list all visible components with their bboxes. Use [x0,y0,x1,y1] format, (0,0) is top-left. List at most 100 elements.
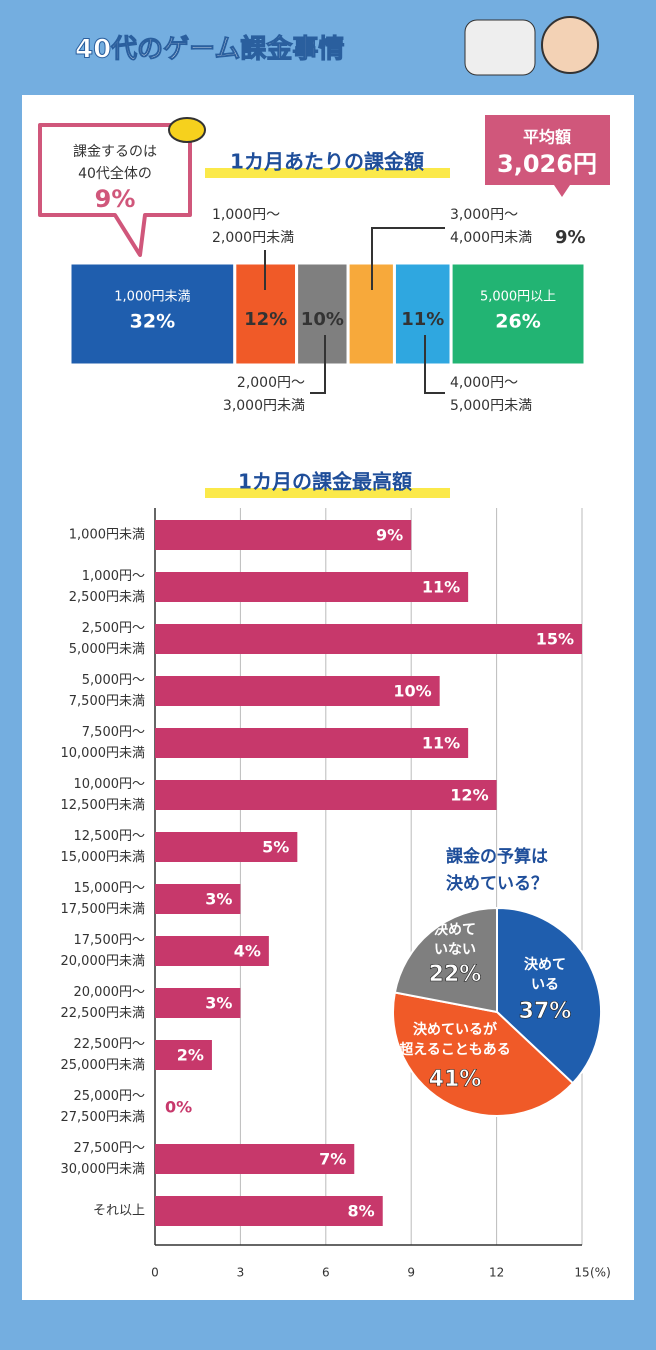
y-tick-label: 25,000円未満 [61,1058,146,1073]
value-label: 11% [422,734,460,753]
y-tick-label: 20,000円～ [74,985,146,1000]
y-tick-label: 1,000円未満 [69,528,145,543]
segment-label: 3,000円未満 [223,398,305,414]
value-label: 3% [205,890,232,909]
leader-line [371,227,445,290]
pie-slice [496,906,602,1085]
callout-value: 9% [95,185,136,213]
callout-line: 40代全体の [78,165,152,182]
y-tick-label: 17,500円未満 [61,902,146,917]
y-tick-label: 22,500円未満 [61,1006,146,1021]
segment-label: 2,000円～ [237,375,305,391]
bar-segment [68,261,237,367]
coin [168,117,206,143]
value-label: 2% [177,1046,204,1065]
value-label: 37% [519,999,572,1024]
bar-segment [449,261,587,367]
x-tick-label: 6 [322,1266,330,1280]
value-label: 5% [262,838,289,857]
x-tick-label: 0 [151,1266,159,1280]
thought-bubble [464,19,536,76]
slice-label: 決めて [434,921,476,938]
value-label: 9% [376,526,403,545]
segment-label: 4,000円未満 [450,230,532,246]
bar [155,884,241,914]
y-tick-label: 7,500円～ [82,725,145,740]
value-label: 3% [205,994,232,1013]
value-label: 4% [234,942,261,961]
value-label: 11% [401,309,444,330]
y-tick-label: 5,000円～ [82,673,145,688]
bar [155,1144,355,1174]
value-label: 8% [348,1202,375,1221]
bar [155,676,440,706]
value-label: 22% [429,962,482,987]
pie-slice [392,991,575,1117]
average-box [485,115,610,197]
title-highlight [205,488,450,498]
slice-label: 決めているが [413,1021,498,1038]
y-tick-label: 27,500円未満 [61,1110,146,1125]
y-tick-label: それ以上 [93,1204,145,1219]
bar [155,780,497,810]
bar [155,988,241,1018]
value-label: 9% [555,227,586,248]
value-label: 0% [165,1098,192,1117]
segment-label: 4,000円～ [450,375,518,391]
bar [155,520,412,550]
y-tick-label: 20,000円未満 [61,954,146,969]
average-value: 3,026円 [497,150,597,178]
slice-label: 超えることもある [398,1041,511,1058]
value-label: 26% [495,311,540,333]
value-label: 15% [536,630,574,649]
y-tick-label: 22,500円～ [74,1037,146,1052]
x-tick-label: 9 [407,1266,415,1280]
x-unit: (%) [590,1266,611,1280]
bar [155,936,269,966]
x-tick-label: 3 [237,1266,245,1280]
y-tick-label: 30,000円未満 [61,1162,146,1177]
y-tick-label: 25,000円～ [74,1089,146,1104]
segment-label: 5,000円未満 [450,398,532,414]
bar-segment [295,261,350,367]
y-tick-label: 10,000円～ [74,777,146,792]
x-tick-label: 12 [489,1266,504,1280]
value-label: 10% [393,682,431,701]
value-label: 32% [130,311,175,333]
y-tick-label: 27,500円～ [74,1141,146,1156]
y-tick-label: 17,500円～ [74,933,146,948]
bar [155,572,469,602]
average-label: 平均額 [523,128,571,147]
leader-line [310,335,326,394]
value-label: 12% [450,786,488,805]
value-label: 11% [422,578,460,597]
bar [155,1040,212,1070]
person-icon [541,16,599,74]
y-tick-label: 2,500円未満 [69,590,145,605]
page-title: 40代のゲーム課金事情 [75,34,344,65]
title-highlight [205,168,450,178]
y-tick-label: 7,500円未満 [69,694,145,709]
segment-label: 1,000円～ [212,207,280,223]
y-tick-label: 10,000円未満 [61,746,146,761]
y-tick-label: 2,500円～ [82,621,145,636]
value-label: 10% [301,309,344,330]
bar [155,624,582,654]
slice-label: いない [434,942,476,958]
segment-label: 1,000円未満 [114,290,190,305]
segment-label: 3,000円～ [450,207,518,223]
leader-line [424,335,445,394]
y-tick-label: 5,000円未満 [69,642,145,657]
chart-title: 1カ月の課金最高額 [238,470,412,494]
y-tick-label: 15,000円～ [74,881,146,896]
bar-segment [392,261,453,367]
value-label: 12% [244,309,287,330]
pie-slice [393,906,498,1014]
bar [155,728,469,758]
y-tick-label: 12,500円～ [74,829,146,844]
value-label: 41% [429,1067,482,1092]
x-tick-label: 15 [574,1266,589,1280]
y-tick-label: 1,000円～ [82,569,145,584]
callout-line: 課金するのは [73,144,157,160]
